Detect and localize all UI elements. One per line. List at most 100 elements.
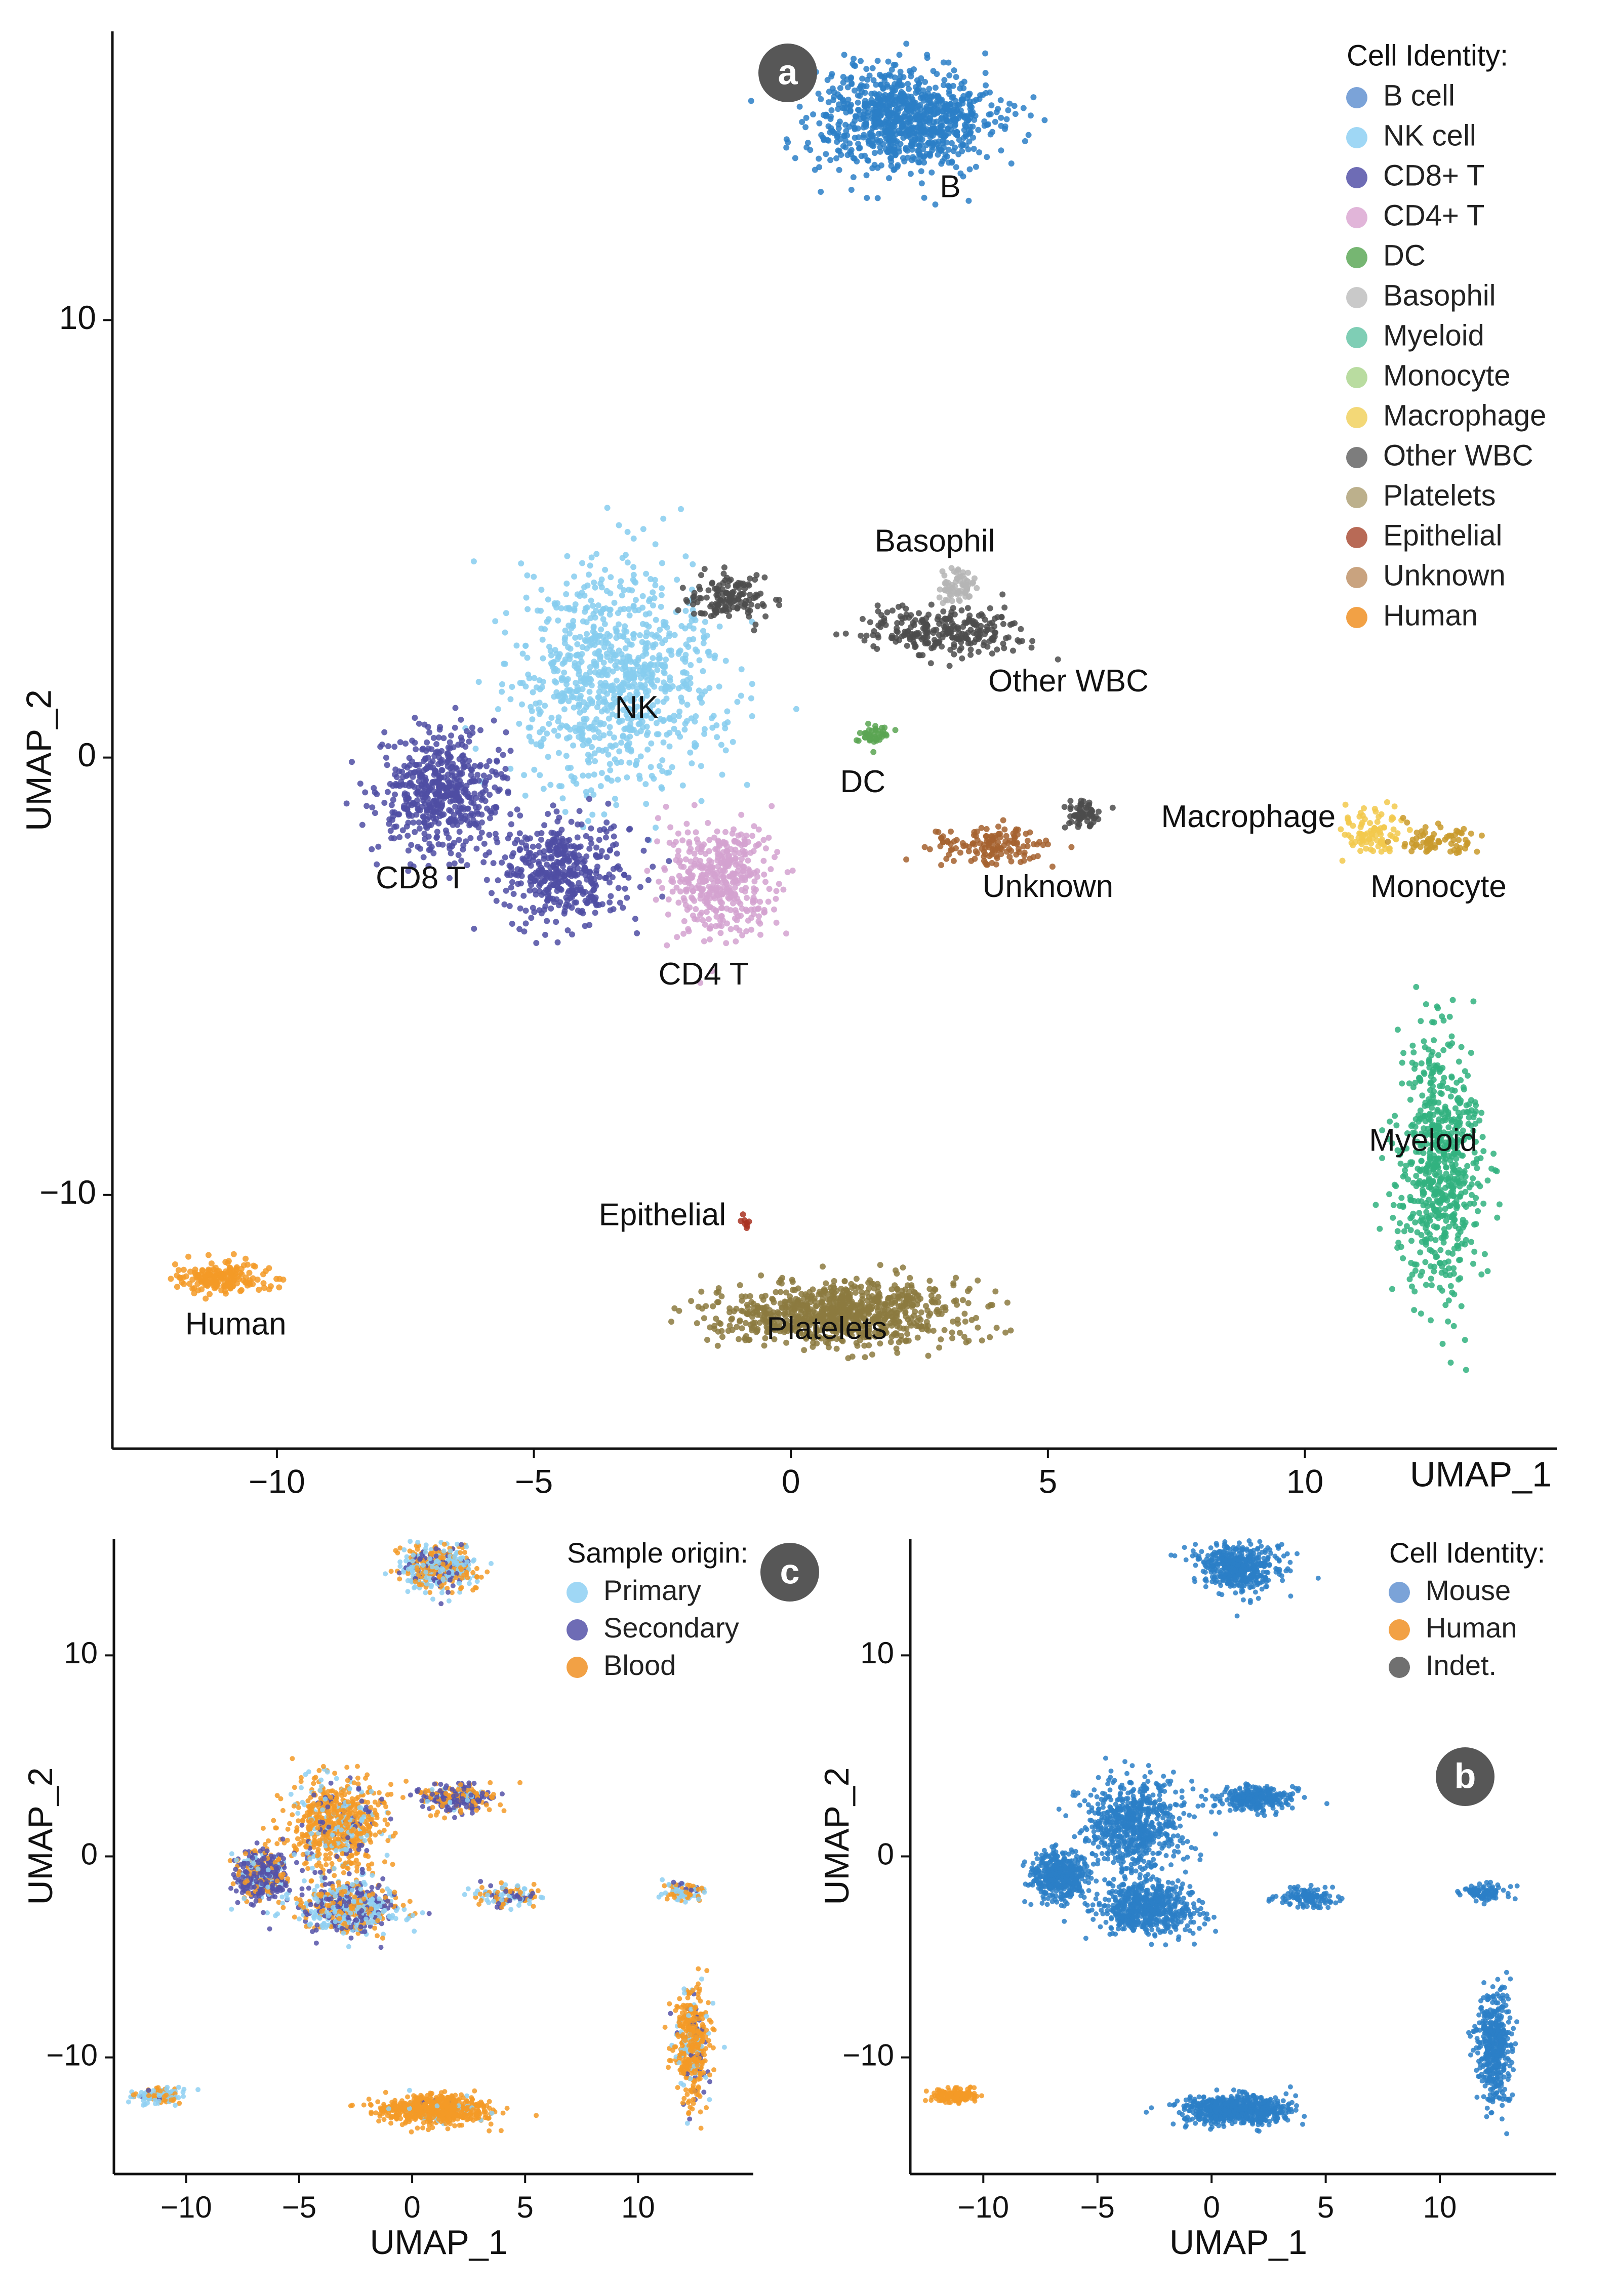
data-point [1000,640,1006,647]
data-point [1395,1240,1402,1246]
data-point [430,815,436,822]
data-point [1456,1058,1462,1065]
data-point [1407,1096,1413,1103]
data-point [733,938,739,945]
data-point [384,789,391,795]
data-point [557,843,563,850]
data-point [637,632,643,638]
data-point [737,900,744,907]
data-point [919,652,926,659]
data-point [719,590,726,597]
data-point [413,746,419,753]
data-point [690,872,696,879]
data-point [627,733,633,740]
data-point [568,625,575,632]
data-point [357,781,363,787]
data-point [950,605,956,611]
data-point [372,810,378,816]
data-point [626,653,633,660]
data-point [1442,1103,1448,1110]
data-point [921,159,927,166]
data-point [855,125,861,132]
data-point [540,655,546,662]
data-point [725,863,732,869]
data-point [927,134,934,140]
data-point [652,582,659,589]
data-point [909,146,915,153]
data-point [1413,1173,1420,1179]
data-point [863,172,870,179]
data-point [393,774,400,781]
data-point [522,834,529,841]
data-point [471,925,477,932]
data-point [469,724,475,731]
data-point [602,566,609,573]
data-point [1431,1223,1437,1229]
data-point [954,576,960,582]
data-point [481,780,488,786]
data-point [903,146,909,152]
data-point [897,92,903,99]
data-point [567,645,574,652]
data-point [682,720,689,727]
data-point [1041,117,1048,124]
data-point [1445,1041,1451,1048]
data-point [684,829,691,836]
data-point [975,633,982,640]
data-point [715,837,721,844]
data-point [667,674,673,681]
data-point [544,918,550,924]
data-point [716,623,723,630]
data-point [885,112,892,119]
data-point [545,596,551,603]
data-point [613,742,619,749]
data-point [706,916,712,922]
data-point [834,139,840,145]
data-point [926,86,933,92]
data-point [666,743,673,750]
data-point [951,641,957,647]
data-point [988,102,995,109]
data-point [744,782,750,788]
data-point [698,798,705,804]
data-point [927,115,934,121]
data-point [494,757,500,764]
data-point [691,916,698,922]
data-point [547,847,553,853]
data-point [439,841,446,848]
data-point [1067,813,1074,819]
data-point [663,803,669,810]
data-point [679,782,686,789]
data-point [933,627,940,633]
data-point [565,858,572,865]
data-point [751,823,757,830]
data-point [1417,1218,1424,1224]
data-point [589,700,596,707]
data-point [948,592,954,599]
data-point [1404,819,1410,826]
data-point [722,840,729,846]
data-point [922,639,929,645]
data-point [1447,1283,1454,1289]
data-point [533,940,540,946]
data-point [1095,816,1102,823]
data-point [547,782,554,788]
data-point [541,822,548,829]
data-point [547,647,554,654]
data-point [984,862,991,868]
data-point [1427,1080,1434,1087]
data-point [409,737,416,744]
data-point [1389,833,1396,840]
data-point [608,657,614,664]
data-point [630,536,637,542]
data-point [1443,1164,1449,1171]
data-point [760,603,767,609]
data-point [548,830,555,836]
data-point [399,768,406,775]
data-point [571,899,578,906]
data-point [545,754,551,760]
data-point [1453,1205,1460,1212]
data-point [597,783,604,789]
data-point [538,830,545,836]
data-point [998,851,1004,857]
